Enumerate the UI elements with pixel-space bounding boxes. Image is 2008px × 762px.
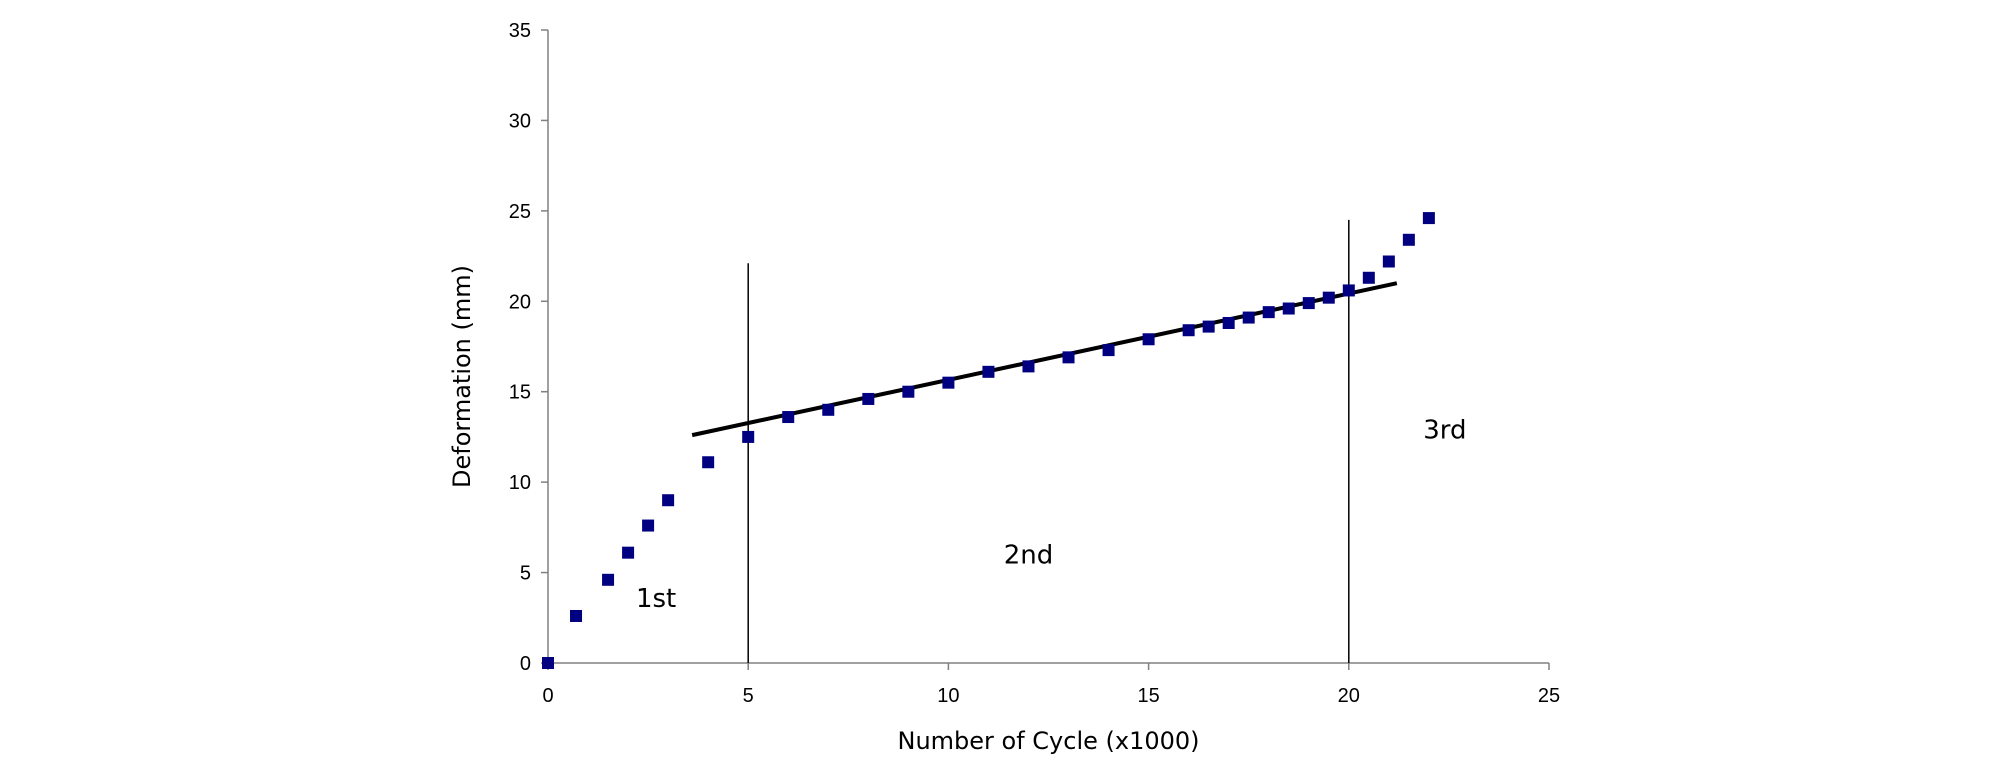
data-point — [1102, 344, 1115, 357]
y-tick-label: 20 — [509, 291, 531, 313]
data-point — [1402, 233, 1415, 246]
data-point — [862, 392, 875, 405]
x-axis-title: Number of Cycle (x1000) — [897, 727, 1199, 755]
data-point — [662, 494, 675, 507]
data-point — [1282, 302, 1295, 315]
data-point — [1262, 306, 1275, 319]
data-point — [1062, 351, 1075, 364]
data-point — [1202, 320, 1215, 333]
x-tick-label: 15 — [1137, 685, 1159, 707]
data-point — [902, 385, 915, 398]
data-point — [982, 365, 995, 378]
data-point — [1342, 284, 1355, 297]
data-point — [1242, 311, 1255, 324]
x-axis-ticks: 0 5 10 15 20 25 — [542, 663, 1560, 707]
x-tick-label: 25 — [1538, 685, 1560, 707]
phase-label: 3rd — [1423, 416, 1466, 446]
data-point — [542, 657, 554, 669]
y-axis-ticks: 0 5 10 15 20 25 30 35 — [509, 20, 548, 675]
data-point — [1382, 255, 1395, 268]
phase-lines — [747, 219, 1350, 663]
x-tick-label: 20 — [1338, 685, 1360, 707]
x-tick-label: 5 — [743, 685, 754, 707]
y-tick-label: 10 — [509, 472, 531, 494]
data-point — [642, 519, 655, 532]
y-tick-label: 25 — [509, 201, 531, 223]
data-point — [1022, 360, 1035, 373]
data-point — [1322, 291, 1335, 304]
data-point — [1362, 271, 1375, 284]
data-point — [1142, 333, 1155, 346]
y-tick-label: 0 — [520, 653, 531, 675]
data-point — [742, 430, 755, 443]
y-tick-label: 35 — [509, 20, 531, 42]
phase-label: 1st — [636, 584, 676, 614]
y-tick-label: 15 — [509, 382, 531, 404]
data-point — [1222, 316, 1235, 329]
x-tick-label: 0 — [542, 685, 553, 707]
y-tick-label: 30 — [509, 110, 531, 132]
data-point — [942, 376, 955, 389]
trend-line — [691, 281, 1398, 438]
data-points — [542, 212, 1435, 669]
data-point — [602, 573, 615, 586]
data-point — [782, 411, 795, 424]
phase-label: 2nd — [1004, 541, 1054, 571]
data-point — [1422, 212, 1435, 225]
phase-annotations: 1st 2nd 3rd — [636, 416, 1467, 614]
x-tick-label: 10 — [937, 685, 959, 707]
data-point — [570, 609, 583, 622]
plot-area: 0 5 10 15 20 25 0 5 10 15 20 25 30 35 1st 2nd 3rd — [509, 20, 1560, 707]
data-point — [1182, 324, 1195, 337]
data-point — [702, 456, 715, 469]
data-point — [622, 546, 635, 559]
y-axis-title: Deformation (mm) — [448, 265, 476, 488]
y-tick-label: 5 — [520, 563, 531, 585]
data-point — [1302, 297, 1315, 310]
data-point — [822, 403, 835, 416]
